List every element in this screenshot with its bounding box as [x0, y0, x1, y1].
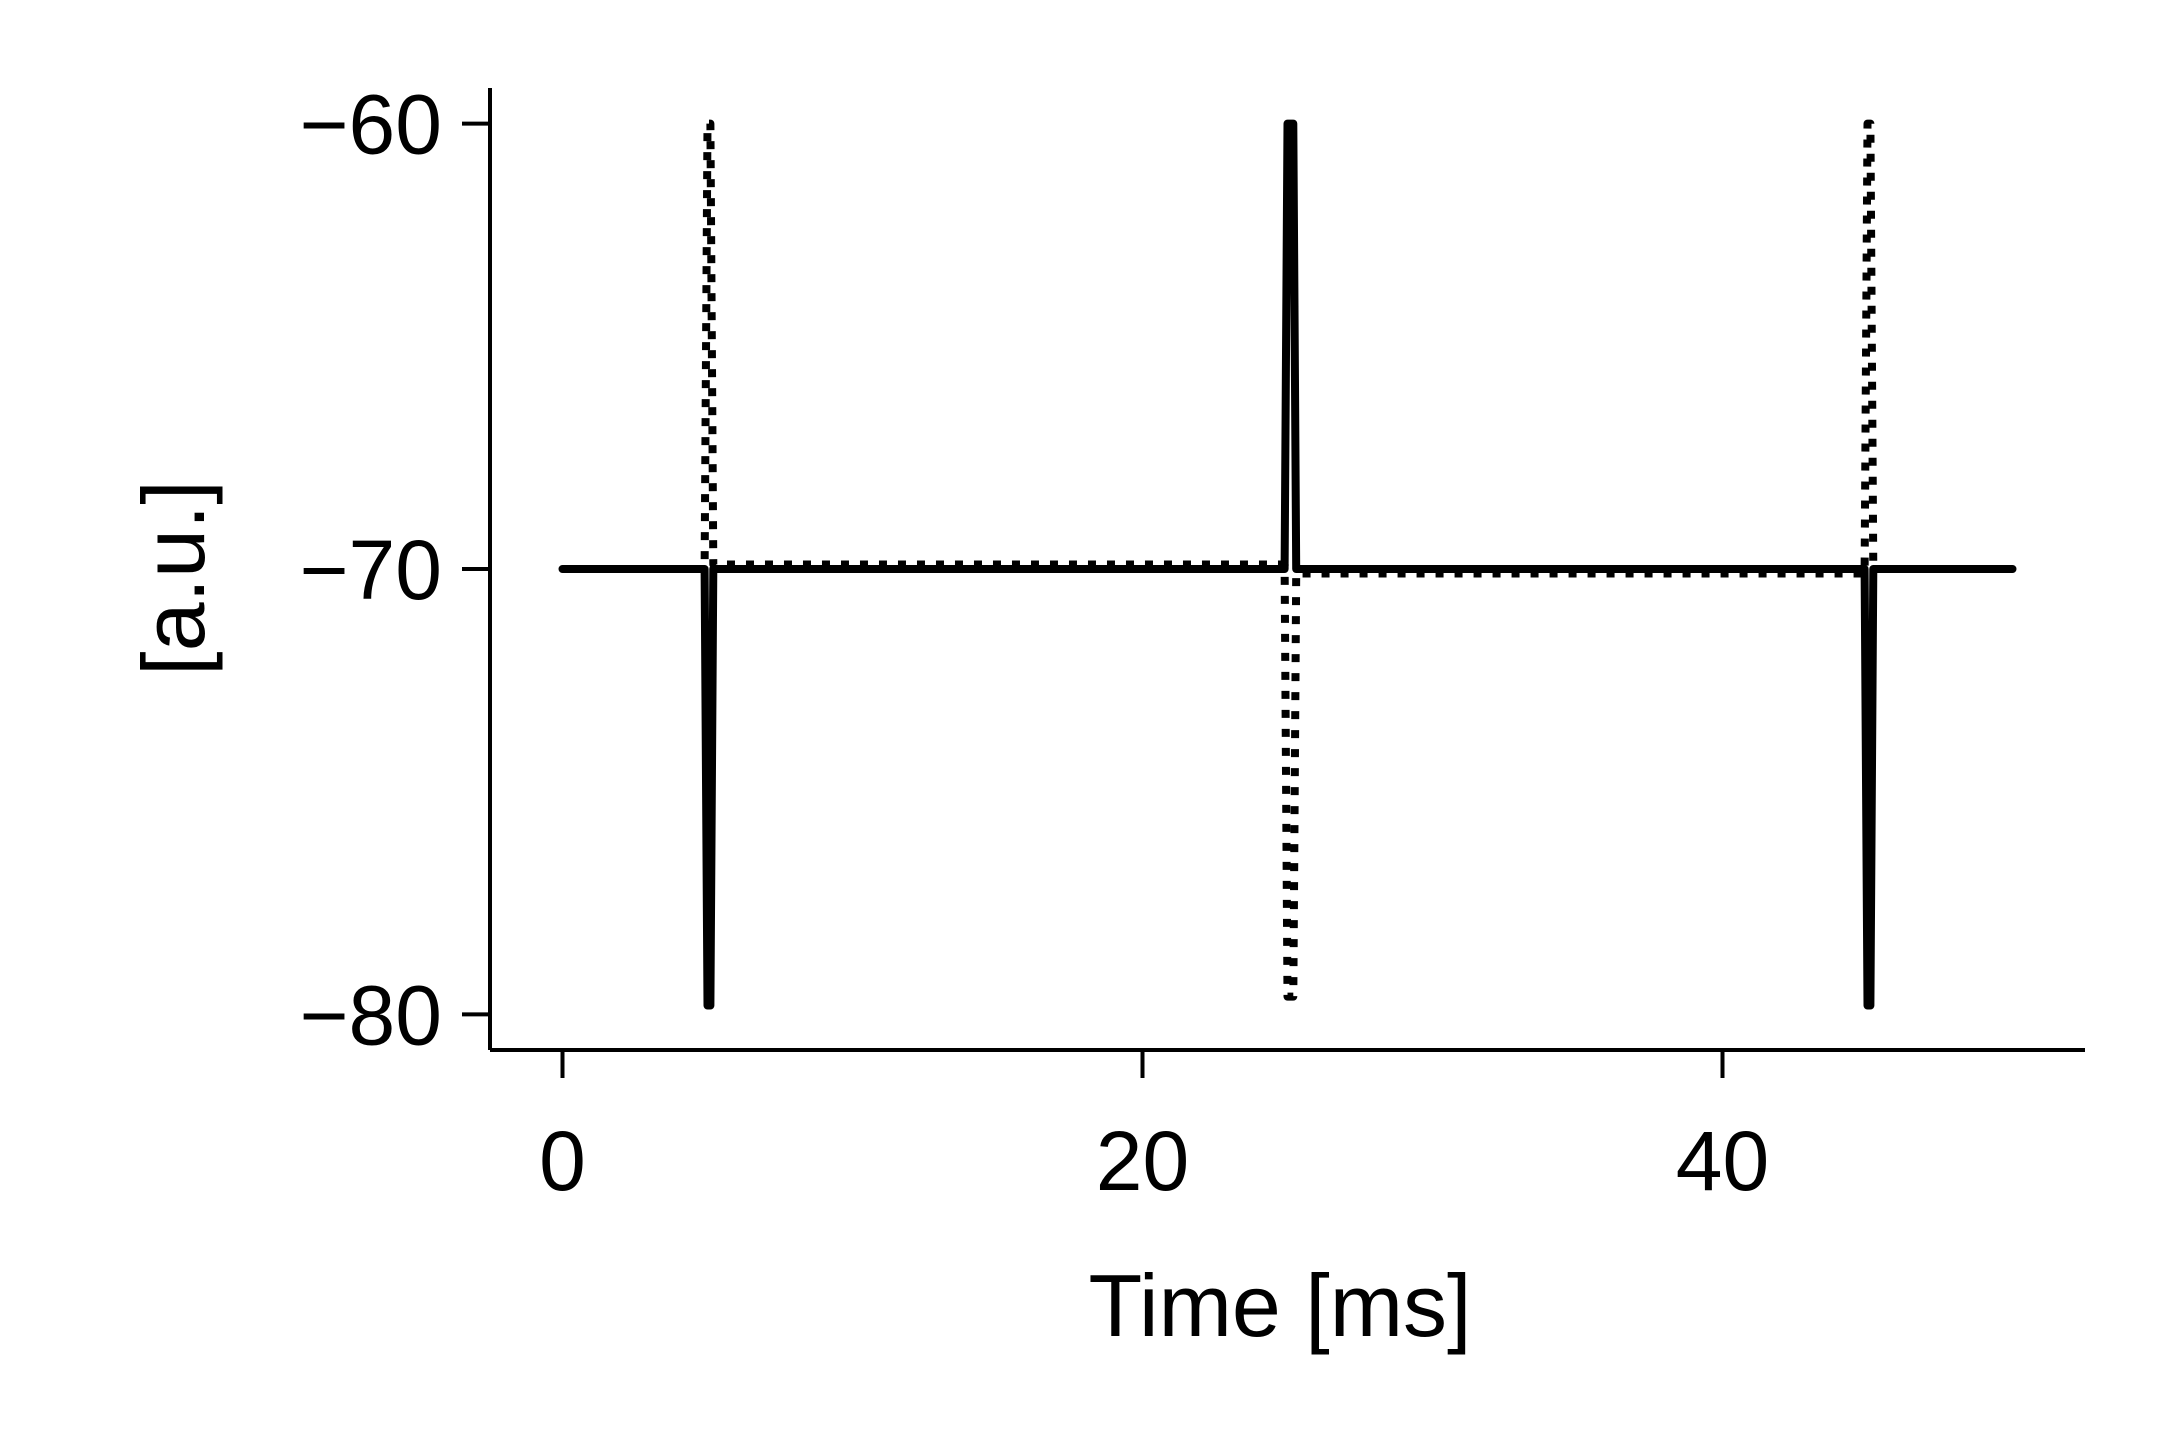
y-tick-label: −70	[300, 523, 443, 617]
series-line-dotted	[562, 119, 2013, 1001]
x-axis-label: Time [ms]	[1089, 1256, 1472, 1355]
y-tick-label: −60	[300, 78, 443, 172]
series-layer	[558, 119, 2017, 1010]
y-tick-label: −80	[300, 968, 443, 1062]
x-tick-label: 20	[1096, 1114, 1189, 1208]
series-line-solid	[558, 119, 2017, 1010]
y-axis-label: [a.u.]	[124, 480, 223, 676]
x-tick-label: 0	[539, 1114, 586, 1208]
x-ticks: 0 20 40	[539, 1050, 1769, 1208]
y-ticks: −60 −70 −80	[300, 78, 490, 1062]
x-tick-label: 40	[1676, 1114, 1769, 1208]
